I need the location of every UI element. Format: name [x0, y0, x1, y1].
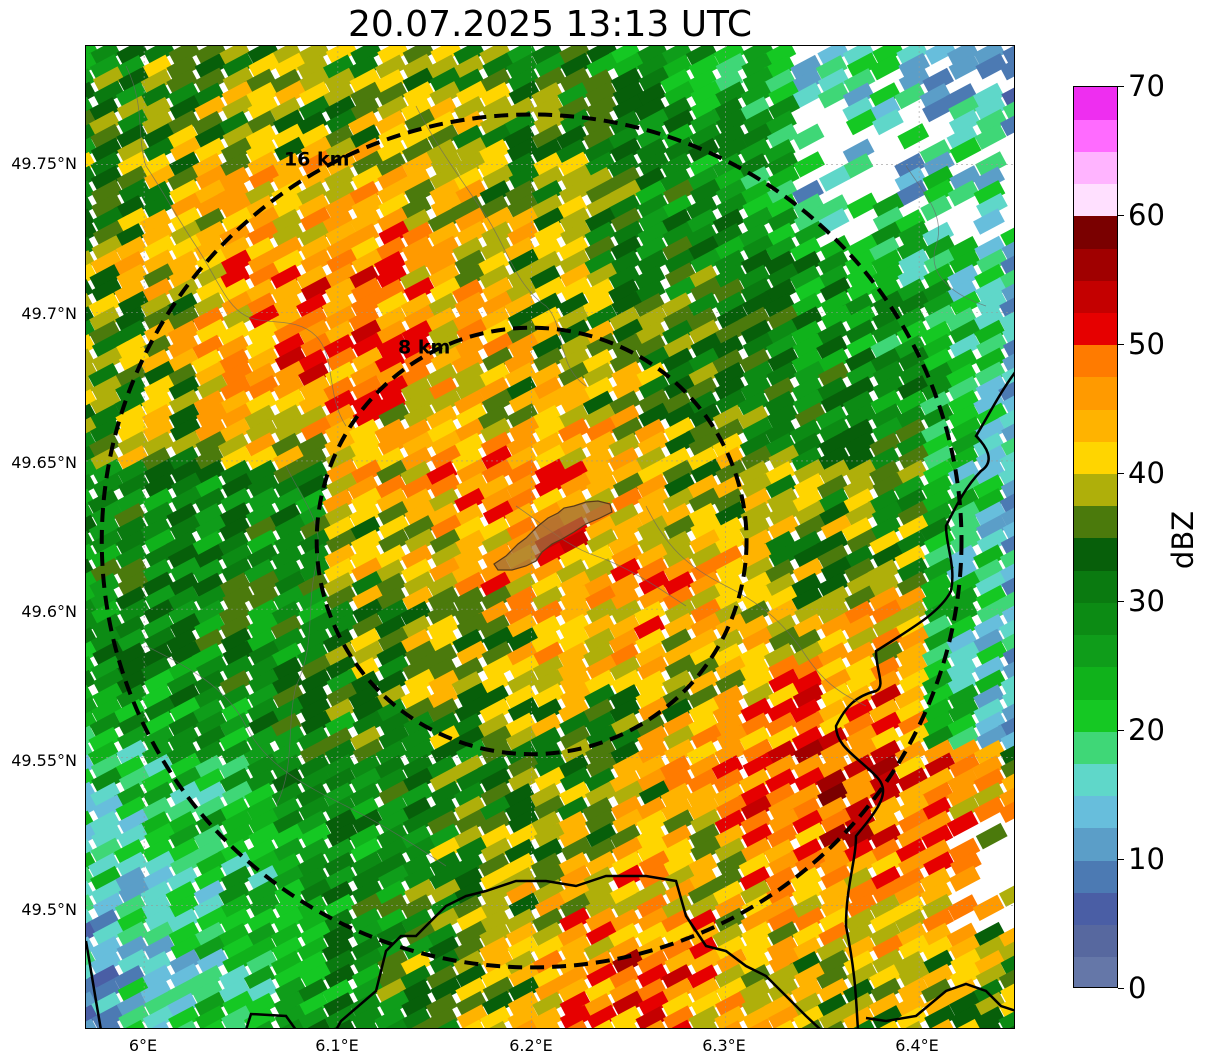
- colorbar-segment: [1074, 892, 1117, 926]
- colorbar-segment: [1074, 602, 1117, 636]
- highlighted-municipality: [493, 500, 613, 571]
- colorbar-segment: [1074, 183, 1117, 217]
- colorbar-segment: [1074, 151, 1117, 185]
- border-southeast: [865, 982, 1014, 1023]
- border-southwest-2: [245, 1012, 297, 1028]
- colorbar-tick: [1118, 730, 1124, 732]
- colorbar-segment: [1074, 924, 1117, 958]
- map-title: 20.07.2025 13:13 UTC: [347, 4, 753, 45]
- colorbar-tick: [1118, 86, 1124, 87]
- colorbar-segment: [1074, 956, 1117, 987]
- colorbar-tick-label: 0: [1128, 971, 1147, 1005]
- border-lines: [86, 371, 1014, 1028]
- lat-tick-label: 49.7°N: [21, 304, 77, 323]
- lon-tick-label: 6.2°E: [509, 1036, 553, 1055]
- border-southwest: [86, 940, 102, 1028]
- range-ring: [314, 325, 749, 757]
- lon-tick-label: 6°E: [128, 1036, 158, 1055]
- colorbar-segment: [1074, 827, 1117, 861]
- colorbar-tick-label: 50: [1128, 326, 1165, 361]
- colorbar-tick-label: 60: [1128, 197, 1165, 232]
- colorbar-segment: [1074, 376, 1117, 410]
- colorbar-tick-label: 70: [1128, 69, 1165, 103]
- colorbar-tick: [1118, 601, 1124, 603]
- radar-map[interactable]: 8 km 16 km: [85, 45, 1015, 1029]
- range-ring-label: 16 km: [284, 149, 350, 171]
- colorbar-segment: [1074, 666, 1117, 700]
- colorbar-segment: [1074, 795, 1117, 829]
- colorbar-segment: [1074, 634, 1117, 668]
- colorbar-segment: [1074, 248, 1117, 281]
- colorbar-tick: [1118, 988, 1124, 989]
- colorbar: [1073, 86, 1118, 988]
- colorbar-segment: [1074, 280, 1117, 313]
- colorbar-segment: [1074, 699, 1117, 732]
- lon-tick-label: 6.3°E: [702, 1036, 746, 1055]
- colorbar-segment: [1074, 763, 1117, 797]
- colorbar-segment: [1074, 119, 1117, 152]
- colorbar-segment: [1074, 505, 1117, 539]
- border-east: [834, 371, 1014, 1028]
- colorbar-segment: [1074, 570, 1117, 603]
- range-rings: 8 km 16 km: [99, 112, 964, 970]
- colorbar-segment: [1074, 344, 1117, 378]
- lon-tick-label: 6.1°E: [315, 1036, 359, 1055]
- gridlines: [86, 46, 1014, 1028]
- range-ring-label: 8 km: [398, 336, 450, 358]
- lon-tick-label: 6.4°E: [895, 1036, 939, 1055]
- colorbar-tick: [1118, 472, 1124, 474]
- colorbar-tick: [1118, 859, 1124, 861]
- colorbar-segment: [1074, 215, 1117, 249]
- lat-tick-label: 49.6°N: [21, 602, 77, 621]
- lat-tick-label: 49.55°N: [11, 751, 77, 770]
- colorbar-segment: [1074, 441, 1117, 475]
- colorbar-segment: [1074, 87, 1117, 120]
- colorbar-segment: [1074, 409, 1117, 442]
- lat-tick-label: 49.75°N: [11, 154, 77, 173]
- colorbar-unit-label: dBZ: [1166, 510, 1200, 570]
- colorbar-segment: [1074, 731, 1117, 764]
- colorbar-tick: [1118, 343, 1124, 345]
- colorbar-segment: [1074, 312, 1117, 346]
- colorbar-tick-label: 10: [1128, 842, 1165, 877]
- lat-tick-label: 49.65°N: [11, 453, 77, 472]
- colorbar-segment: [1074, 538, 1117, 571]
- colorbar-tick: [1118, 214, 1124, 216]
- range-ring: [99, 112, 964, 970]
- colorbar-segment: [1074, 473, 1117, 507]
- colorbar-segment: [1074, 860, 1117, 893]
- colorbar-tick-label: 40: [1128, 455, 1165, 490]
- border-south: [335, 874, 821, 1028]
- lat-tick-label: 49.5°N: [21, 900, 77, 919]
- colorbar-tick-label: 30: [1128, 584, 1165, 619]
- colorbar-tick-label: 20: [1128, 713, 1165, 748]
